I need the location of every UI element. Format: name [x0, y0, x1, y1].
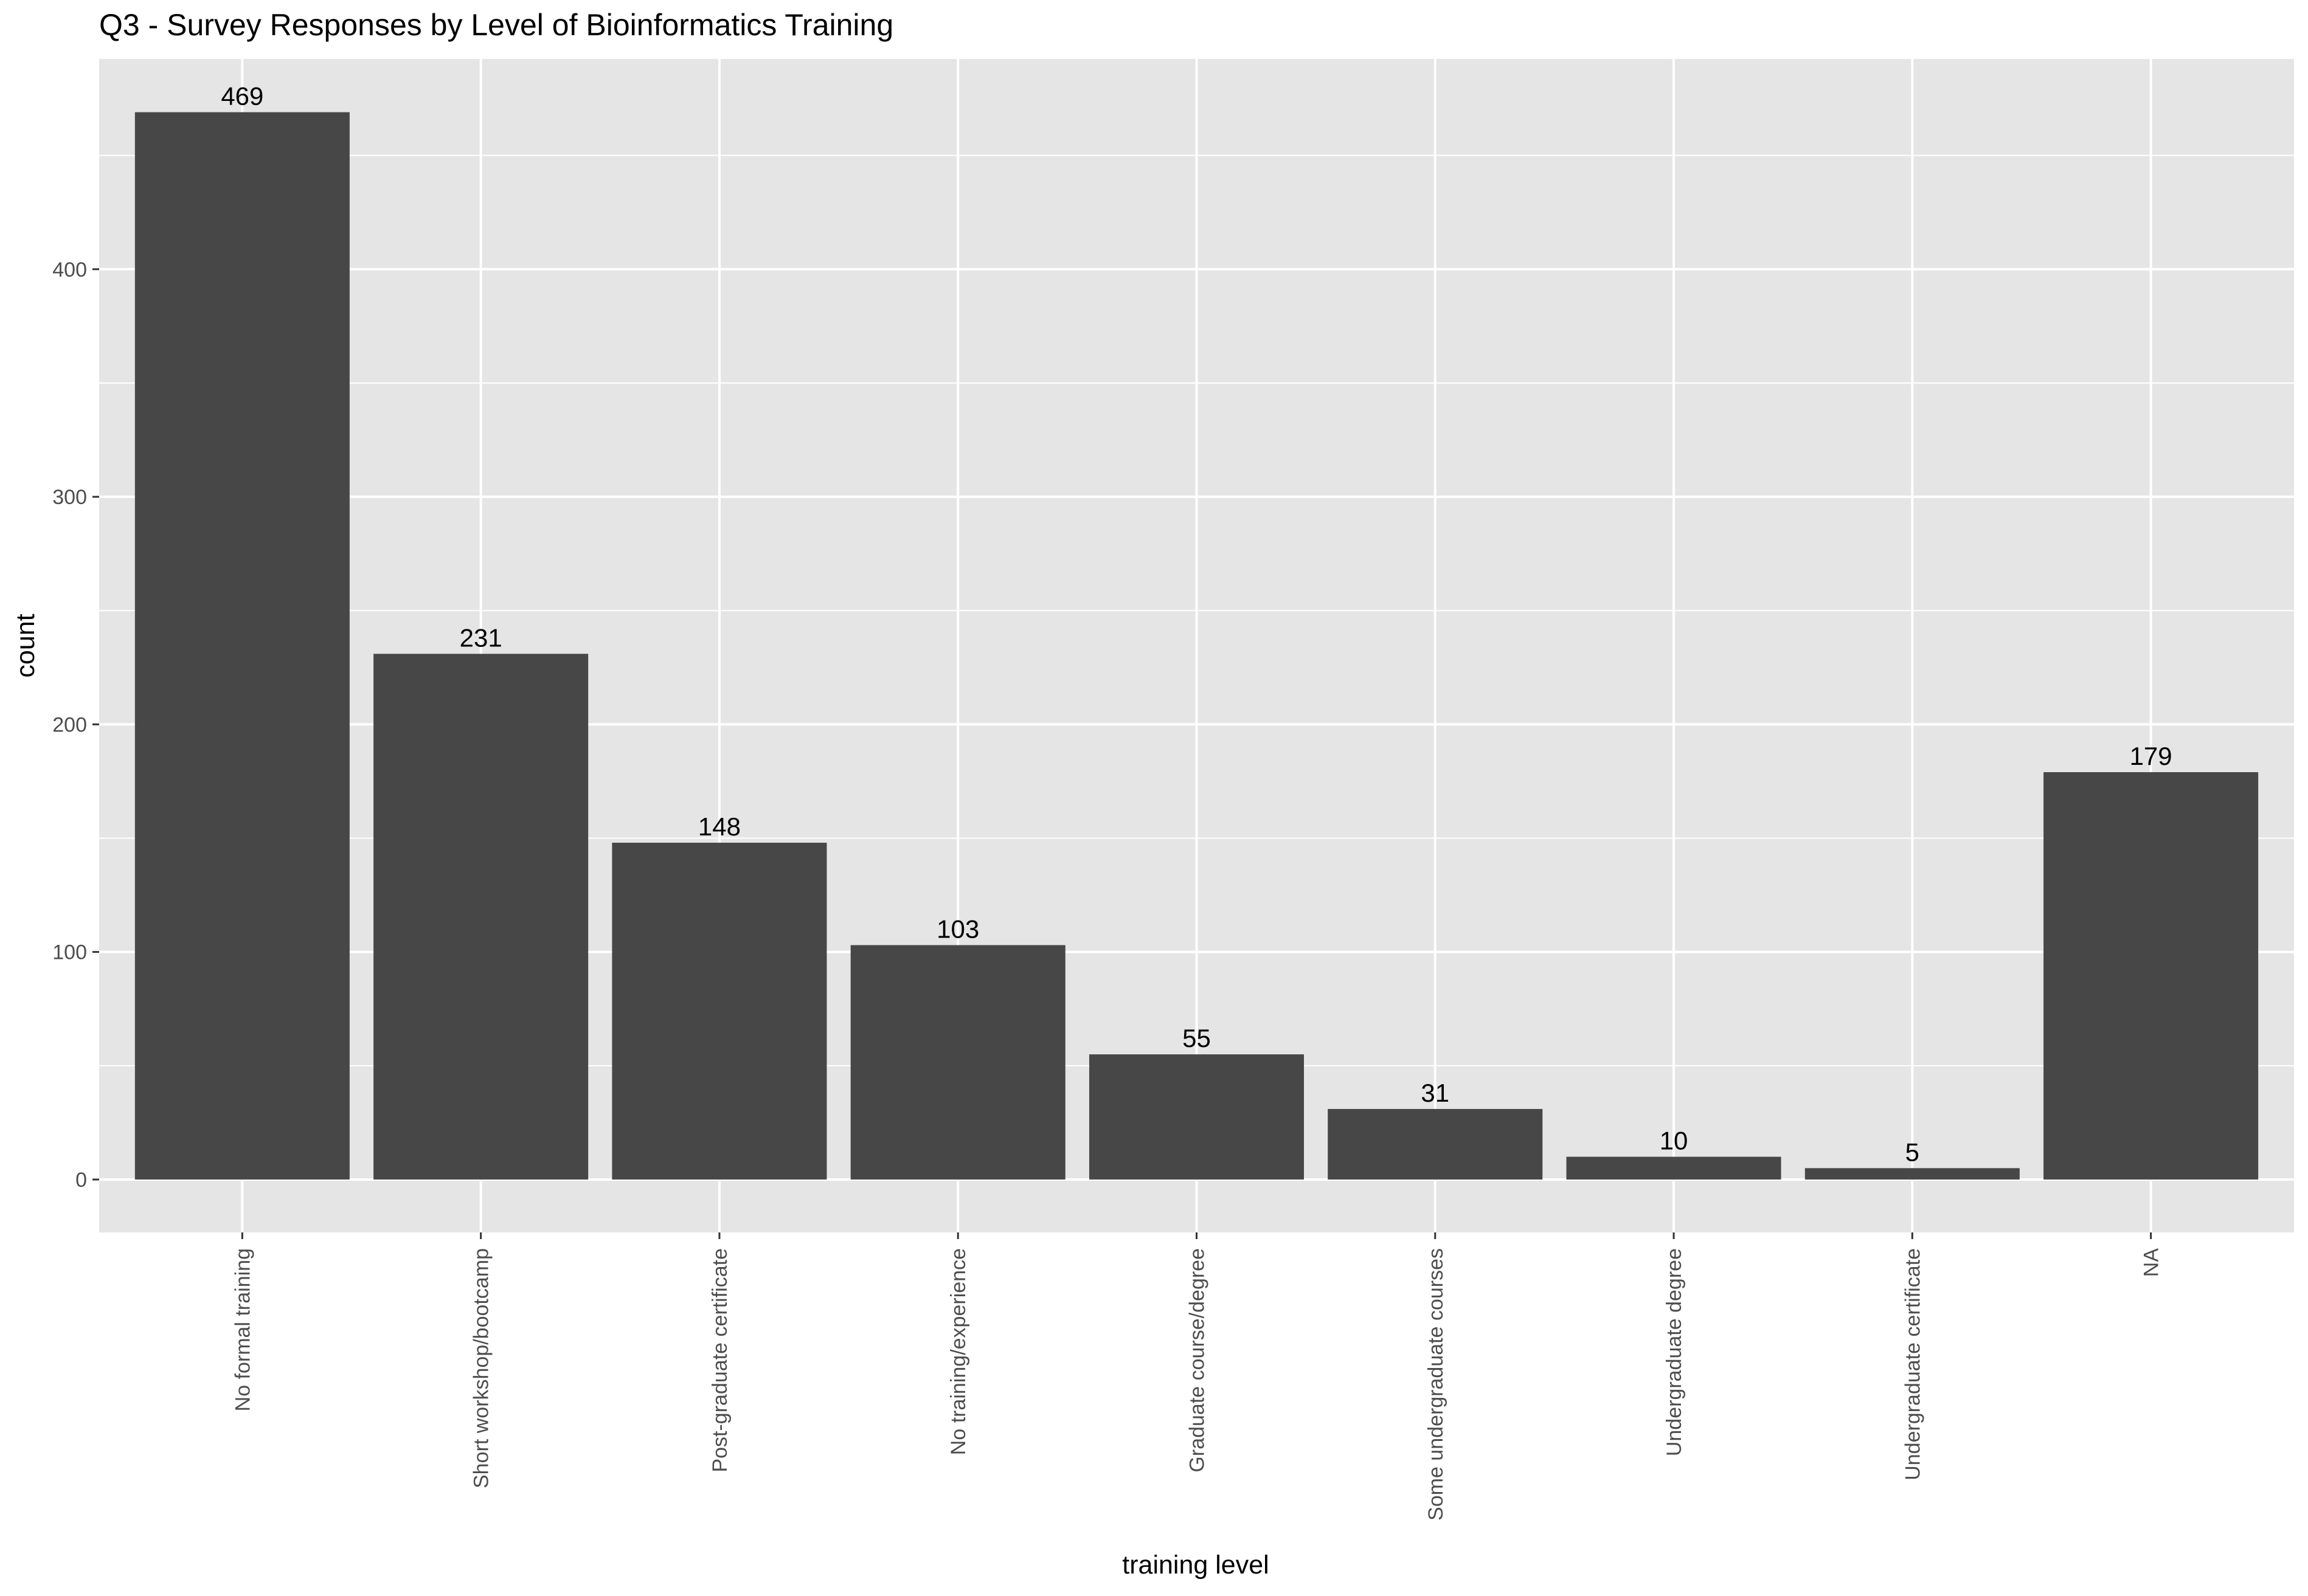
- x-tick-label: NA: [2140, 1248, 2163, 1277]
- x-axis: No formal training Short workshop/bootcam…: [231, 1232, 2163, 1521]
- x-tick-label: Some undergraduate courses: [1424, 1248, 1447, 1521]
- bar: [1566, 1156, 1781, 1180]
- bar: [2043, 772, 2259, 1180]
- x-tick-label: Undergraduate certificate: [1901, 1248, 1924, 1480]
- data-label: 231: [460, 623, 502, 652]
- data-label: 5: [1905, 1138, 1919, 1166]
- x-tick-label: Post-graduate certificate: [709, 1248, 732, 1473]
- data-label: 10: [1660, 1127, 1688, 1155]
- bar: [134, 112, 350, 1180]
- data-label: 103: [937, 914, 979, 943]
- y-axis-title: count: [11, 613, 40, 677]
- bar: [850, 945, 1066, 1180]
- chart-title: Q3 - Survey Responses by Level of Bioinf…: [99, 8, 893, 42]
- data-label: 469: [221, 82, 263, 111]
- y-tick-label: 100: [52, 941, 87, 964]
- bar: [1328, 1108, 1543, 1180]
- x-tick-label: Short workshop/bootcamp: [470, 1248, 493, 1488]
- data-label: 55: [1182, 1024, 1211, 1052]
- bar: [612, 843, 827, 1180]
- x-tick-label: Undergraduate degree: [1663, 1248, 1686, 1456]
- x-tick-label: Graduate course/degree: [1186, 1248, 1209, 1473]
- bar: [1089, 1054, 1305, 1180]
- data-label: 148: [698, 812, 741, 841]
- bar: [373, 654, 589, 1180]
- x-tick-label: No formal training: [231, 1248, 254, 1411]
- x-tick-label: No training/experience: [947, 1248, 970, 1455]
- data-label: 31: [1421, 1079, 1449, 1107]
- y-tick-label: 0: [75, 1169, 87, 1192]
- bar: [1804, 1168, 2020, 1180]
- x-axis-title: training level: [1122, 1550, 1269, 1580]
- y-tick-label: 300: [52, 486, 87, 509]
- y-axis: 0 100 200 300 400: [52, 258, 99, 1192]
- bars: [134, 112, 2259, 1180]
- data-label: 179: [2130, 742, 2172, 770]
- y-tick-label: 400: [52, 258, 87, 282]
- y-tick-label: 200: [52, 713, 87, 736]
